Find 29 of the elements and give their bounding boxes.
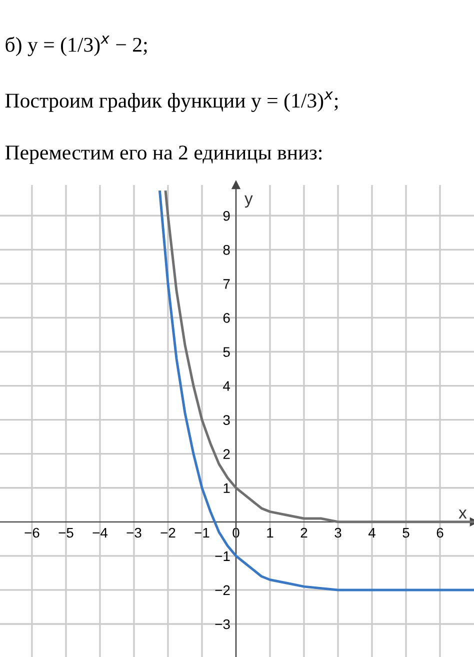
x-tick-label: −2 [160,528,176,538]
x-tick-label: −6 [24,528,40,538]
y-tick-label: 3 [223,415,230,425]
y-tick-label: 2 [223,449,230,459]
chart-subtitle: Построим график функции y = (1/3)$^{x}$; [5,92,338,112]
y-tick-label: 6 [223,313,230,323]
x-tick-label: 5 [402,528,410,538]
y-tick-label: 8 [223,244,230,255]
x-tick-label: 4 [368,528,376,538]
y-tick-label: −2 [215,585,230,595]
x-tick-label: 3 [334,528,342,538]
y-tick-label: 4 [223,381,230,391]
x-tick-label: 1 [267,528,274,538]
y-tick-label: 7 [223,279,230,289]
text: Переместим его на 2 единицы вниз: [5,146,322,164]
y-tick-label: 5 [223,347,230,357]
y-tick-label: 9 [223,210,230,221]
y-tick-label: 1 [224,483,230,493]
x-tick-label: 2 [300,528,308,538]
chart-title: б) y = (1/3)$^{x}$ − 2; [6,36,147,56]
x-tick-label: −1 [194,528,210,538]
y-tick-label: −1 [215,551,230,561]
x-tick-label: 6 [436,528,444,538]
x-tick-label: −5 [58,528,74,538]
x-tick-label: −3 [126,528,142,538]
x-axis-title: x [458,510,467,518]
y-tick-label: −3 [215,619,230,630]
y-axis-title: y [244,195,253,208]
x-tick-label: −4 [92,528,108,538]
